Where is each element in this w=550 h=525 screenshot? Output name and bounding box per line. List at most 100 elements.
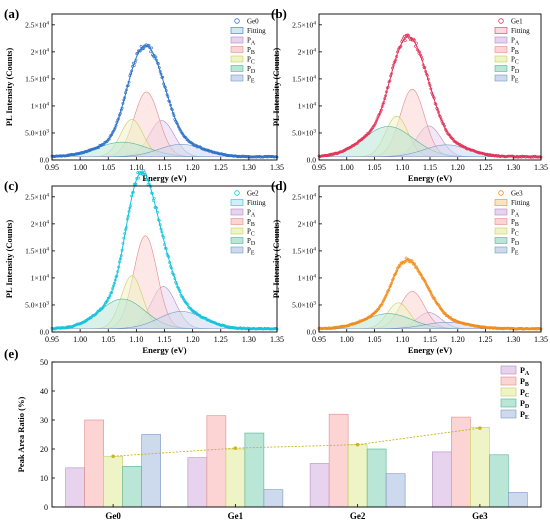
data-point <box>434 103 438 106</box>
x-tick-label: 1.10 <box>395 335 409 344</box>
data-point <box>125 88 128 92</box>
data-point <box>390 281 393 285</box>
data-point <box>178 290 182 294</box>
data-point <box>139 44 143 48</box>
data-point <box>113 126 117 130</box>
legend-swatch <box>494 36 508 44</box>
data-point <box>163 243 166 246</box>
legend-swatch <box>494 227 508 235</box>
pl-panel-ge3: (d) 0.95 1.00 1.05 1.10 1.15 1.20 1.25 1.30 1.35 0… <box>271 178 548 355</box>
legend-swatch <box>230 227 244 235</box>
y-tick-label: 5.0×103 <box>25 300 49 309</box>
data-point <box>391 66 394 70</box>
data-point <box>421 63 425 67</box>
data-point <box>142 47 146 50</box>
data-point <box>108 294 112 298</box>
data-point <box>403 260 407 264</box>
x-category-label: Ge2 <box>350 511 366 521</box>
legend-swatch <box>230 74 244 82</box>
legend-label: PB <box>247 218 255 228</box>
bar-pb-ge3 <box>451 416 471 508</box>
data-point <box>385 90 388 94</box>
x-tick-label: 1.25 <box>479 335 493 344</box>
legend-label: PC <box>520 388 529 399</box>
data-point <box>120 106 124 110</box>
x-tick-label: 1.00 <box>340 163 354 172</box>
data-point <box>426 77 430 81</box>
data-point <box>121 241 125 245</box>
legend-label: PD <box>511 237 520 247</box>
x-category-label: Ge1 <box>228 511 244 521</box>
legend-label: PE <box>511 75 519 85</box>
y-tick-label: 2×104 <box>31 219 49 228</box>
data-point <box>388 79 392 83</box>
x-tick-label: 1.10 <box>129 163 143 172</box>
data-point <box>395 269 399 273</box>
x-tick-label: 1.00 <box>73 163 87 172</box>
y-tick-label: 1×104 <box>31 101 49 110</box>
data-point <box>399 44 403 48</box>
data-point <box>110 133 114 137</box>
legend-swatch <box>230 46 244 53</box>
x-tick-label: 1.25 <box>214 163 228 172</box>
legend-swatch <box>494 208 508 216</box>
data-point <box>122 98 126 102</box>
x-tick-label: 1.25 <box>214 335 228 344</box>
data-point <box>163 86 167 89</box>
legend-swatch <box>230 65 244 72</box>
legend-swatch <box>494 65 508 72</box>
y-tick-label: 2.5×104 <box>25 192 49 201</box>
data-point <box>157 62 160 66</box>
x-tick-label: 1.35 <box>534 335 548 344</box>
data-point <box>420 273 423 277</box>
legend-label: PB <box>511 218 519 228</box>
data-point <box>420 57 424 61</box>
legend-label: PE <box>247 75 255 85</box>
x-tick-label: 0.95 <box>45 163 59 172</box>
data-point <box>373 122 377 125</box>
y-tick-label: 2.5×104 <box>292 20 316 29</box>
pl-panel-ge1: (b) 0.95 1.00 1.05 1.10 1.15 1.20 1.25 1.30 1.35 0… <box>271 6 548 183</box>
data-point <box>115 274 119 278</box>
data-point <box>175 282 179 286</box>
data-point <box>125 226 128 229</box>
data-point <box>149 50 153 54</box>
x-tick-label: 1.35 <box>534 163 548 172</box>
data-point <box>387 288 391 292</box>
data-point <box>123 232 127 235</box>
data-point <box>110 291 114 294</box>
data-point <box>172 273 176 277</box>
legend-swatch <box>230 27 244 34</box>
y-tick-label: 50 <box>40 358 48 367</box>
x-axis-title: Energy (eV) <box>142 345 186 355</box>
data-point <box>443 124 446 128</box>
y-tick-label: 1×104 <box>298 273 316 282</box>
trend-point <box>233 446 238 450</box>
x-tick-label: 1.20 <box>451 163 465 172</box>
legend-label: Ge1 <box>511 18 523 26</box>
data-point <box>118 260 121 264</box>
data-point <box>172 114 176 118</box>
bar-pa-ge2 <box>309 463 330 508</box>
data-point <box>413 38 417 42</box>
bar-pe-ge1 <box>263 489 284 508</box>
data-point <box>158 223 162 227</box>
legend-label: Ge2 <box>247 190 259 198</box>
data-point <box>426 74 429 77</box>
data-point <box>126 214 130 218</box>
plot-frame <box>318 185 542 333</box>
peak-area-bar-panel: (e) Ge0 Ge1 Ge2 Ge3 0 10 20 30 40 50 Peak Area Rati… <box>4 346 542 521</box>
data-point <box>117 117 121 120</box>
data-point <box>169 103 172 107</box>
y-tick-label: 1×104 <box>298 101 316 110</box>
legend-label: PE <box>247 247 255 257</box>
data-point <box>413 262 417 266</box>
legend-label: Ge0 <box>247 18 259 26</box>
data-point <box>162 236 166 239</box>
y-tick-label: 2×104 <box>31 47 49 56</box>
y-tick-label: 1.5×104 <box>25 74 49 83</box>
data-point <box>385 293 388 297</box>
legend-swatch <box>230 36 244 44</box>
data-point <box>168 261 172 264</box>
legend-label: PA <box>247 209 256 219</box>
